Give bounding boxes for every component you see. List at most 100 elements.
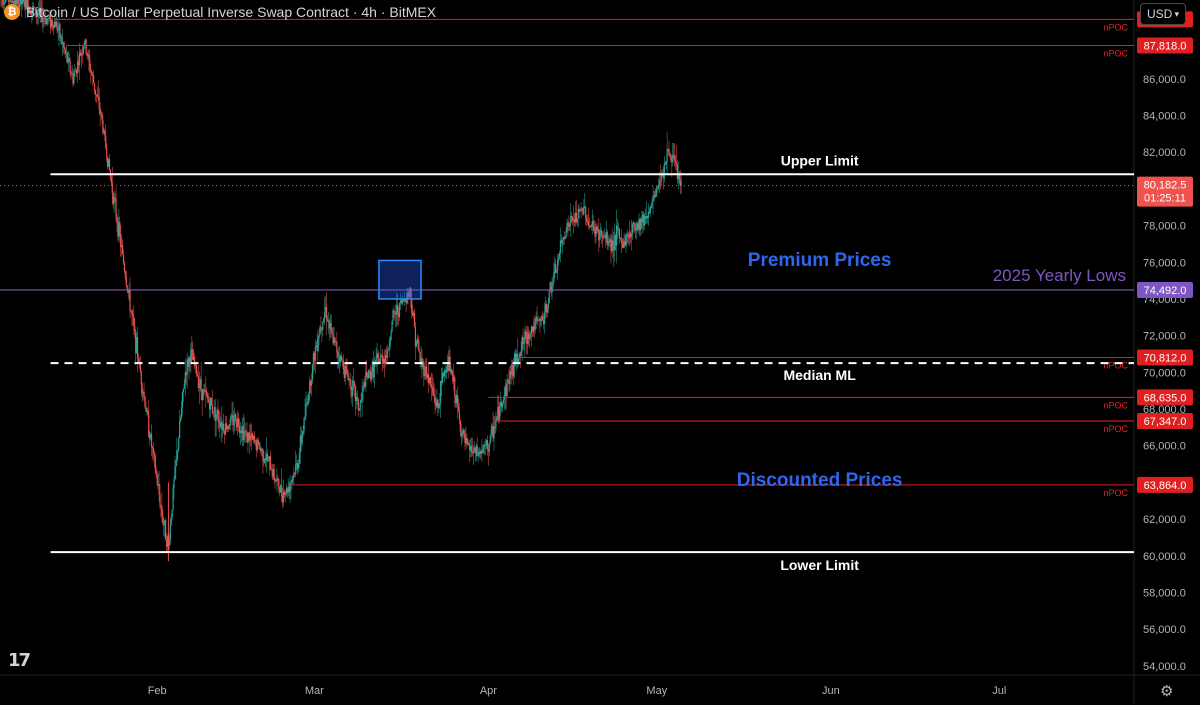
candle-body xyxy=(207,396,209,400)
candle-body xyxy=(191,349,193,351)
candle-body xyxy=(97,96,99,98)
candle-body xyxy=(651,201,653,205)
currency-button[interactable]: USD ▾ xyxy=(1140,3,1186,25)
candle-body xyxy=(514,353,517,363)
gear-icon[interactable]: ⚙ xyxy=(1160,683,1174,700)
candle-body xyxy=(664,163,666,165)
candle-body xyxy=(668,149,670,156)
candle-body xyxy=(493,426,495,439)
candle-body xyxy=(397,313,400,318)
candle-body xyxy=(512,364,514,377)
candle-body xyxy=(334,337,336,343)
candle-body xyxy=(28,7,30,13)
candle-body xyxy=(552,281,554,288)
candle-body xyxy=(666,148,668,162)
candle-body xyxy=(404,298,406,302)
npoc-price-label: 68,635.0 xyxy=(1144,392,1187,404)
candle-body xyxy=(114,197,116,199)
candle-body xyxy=(253,436,256,442)
npoc-tag: nPOC xyxy=(1103,22,1128,32)
candle-body xyxy=(371,361,373,373)
candle-body xyxy=(499,405,501,420)
candle-body xyxy=(262,449,264,461)
candle-body xyxy=(93,83,96,90)
candle-body xyxy=(494,426,496,429)
candle-body xyxy=(569,223,571,227)
candle-body xyxy=(313,353,315,361)
candle-body xyxy=(300,435,302,444)
candle-body xyxy=(110,176,112,183)
candle-body xyxy=(18,0,20,10)
candle-body xyxy=(375,357,377,364)
candle-body xyxy=(430,383,432,387)
candle-body xyxy=(486,440,489,450)
candle-body xyxy=(477,455,479,457)
candle-body xyxy=(410,287,412,299)
candle-body xyxy=(582,208,584,215)
candle-body xyxy=(475,445,477,454)
candle-body xyxy=(31,9,33,15)
candle-body xyxy=(327,320,330,322)
candle-body xyxy=(63,47,66,49)
tradingview-logo-icon[interactable]: 17 xyxy=(8,650,31,671)
candle-body xyxy=(48,18,50,20)
candle-body xyxy=(37,13,39,15)
candle-body xyxy=(561,239,563,244)
candle-body xyxy=(71,73,73,75)
candle-body xyxy=(231,415,233,418)
candle-body xyxy=(365,371,367,387)
candle-body xyxy=(535,316,537,323)
candle-body xyxy=(412,312,415,316)
candle-body xyxy=(627,234,629,237)
candle-body xyxy=(64,48,67,54)
candle-body xyxy=(474,447,476,454)
candle-body xyxy=(380,355,382,361)
candle-body xyxy=(212,412,214,414)
candle-body xyxy=(123,263,126,272)
candle-body xyxy=(277,478,279,480)
candle-body xyxy=(439,402,441,406)
candle-body xyxy=(673,156,676,162)
y-tick-label: 82,000.0 xyxy=(1143,147,1186,159)
candle-body xyxy=(329,323,331,329)
candle-body xyxy=(142,392,144,394)
candle-body xyxy=(534,322,536,330)
candle-body xyxy=(416,338,418,342)
candle-body xyxy=(483,446,485,449)
candle-body xyxy=(65,52,68,54)
candle-body xyxy=(190,349,192,363)
candle-body xyxy=(605,231,607,239)
candle-body xyxy=(286,488,288,493)
candle-body xyxy=(298,453,301,464)
candle-body xyxy=(522,337,524,344)
candle-body xyxy=(643,214,645,226)
candle-body xyxy=(198,384,200,388)
candle-body xyxy=(106,156,109,167)
candle-body xyxy=(34,7,37,14)
candle-body xyxy=(16,0,18,5)
candle-body xyxy=(378,357,380,364)
y-tick-label: 60,000.0 xyxy=(1143,551,1186,563)
candle-body xyxy=(606,231,608,246)
candle-body xyxy=(660,175,663,181)
candle-body xyxy=(66,52,68,63)
candle-body xyxy=(80,53,83,56)
candle-body xyxy=(624,241,626,246)
candle-body xyxy=(381,355,383,357)
candle-body xyxy=(345,366,347,370)
candle-body xyxy=(511,364,513,375)
candle-body xyxy=(594,230,596,237)
candle-body xyxy=(174,466,176,480)
candle-body xyxy=(539,319,541,322)
candle-body xyxy=(173,479,175,489)
y-tick-label: 76,000.0 xyxy=(1143,257,1186,269)
candle-body xyxy=(8,1,10,3)
candle-body xyxy=(528,337,531,339)
candle-body xyxy=(519,353,521,356)
candle-body xyxy=(445,372,447,374)
candle-body xyxy=(19,3,21,10)
candle-body xyxy=(579,210,581,212)
candle-body xyxy=(301,433,303,444)
candle-body xyxy=(289,483,291,492)
